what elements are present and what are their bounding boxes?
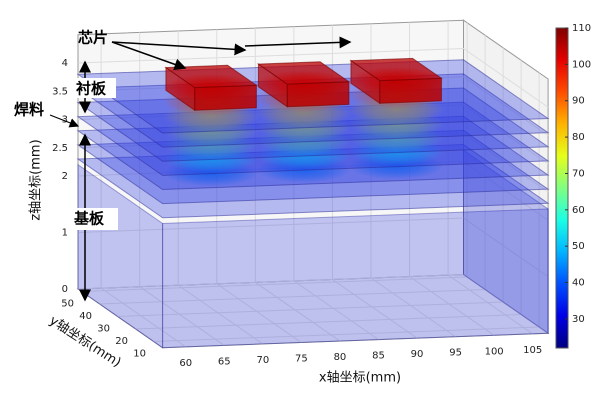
y-tick-label: 40 [79,311,92,322]
y-tick-label: 30 [97,324,110,335]
z-tick-label: 0 [62,284,68,295]
z-tick-label: 2 [62,171,68,182]
chip-front [194,84,257,111]
z-tick-label: 1 [62,228,68,239]
x-tick-label: 95 [449,348,462,359]
grid-line [77,273,549,334]
z-tick-label: 3 [62,115,68,126]
grid-line [77,217,549,278]
x-tick-label: 80 [334,352,347,363]
colorbar [555,27,569,349]
liner-label: 衬板 [76,80,107,98]
colorbar-tick-label: 90 [572,96,585,107]
y-tick-label: 20 [115,336,128,347]
z-tick-label: 3.5 [52,86,68,97]
colorbar-tick-label: 50 [572,241,585,252]
z-axis-label: z轴坐标(mm) [29,139,44,220]
z-tick-label: 2.5 [52,143,68,154]
grid-line [77,47,549,108]
colorbar-tick-label: 80 [572,132,585,143]
x-tick-label: 85 [372,351,385,362]
chip-top [349,57,443,82]
chip-label: 芯片 [78,29,108,47]
x-tick-label: 70 [256,355,269,366]
chip-front [286,81,350,108]
colorbar-tick-label: 100 [572,59,591,70]
colorbar-tick-label: 30 [572,314,585,325]
chip-top [164,64,258,89]
colorbar-tick-label: 40 [572,278,585,289]
z-tick-label: 4 [62,58,68,69]
x-tick-label: 60 [179,358,192,369]
chip-top [256,61,351,85]
colorbar-tick-label: 70 [572,168,585,179]
x-tick-label: 65 [218,356,231,367]
x-axis-label: x轴坐标(mm) [319,371,401,386]
colorbar-tick-label: 110 [572,23,591,34]
x-tick-label: 75 [295,354,308,365]
substrate-face [162,208,549,349]
base-box [70,208,118,230]
y-tick-label: 50 [61,299,74,310]
liner-box [72,78,116,98]
base-label: 基板 [73,210,105,228]
x-tick-label: 90 [411,349,424,360]
y-tick-label: 10 [133,349,146,360]
scene: 60 65 70 75 80 85 90 95 100 105 10 20 30 40 50 0 1 2 2.5 3 3… [52,19,550,369]
solder-label: 焊料 [14,101,44,119]
colorbar-tick-label: 60 [572,205,585,216]
chip-front [379,77,442,104]
x-tick-label: 100 [485,346,504,357]
x-tick-label: 105 [523,345,542,356]
